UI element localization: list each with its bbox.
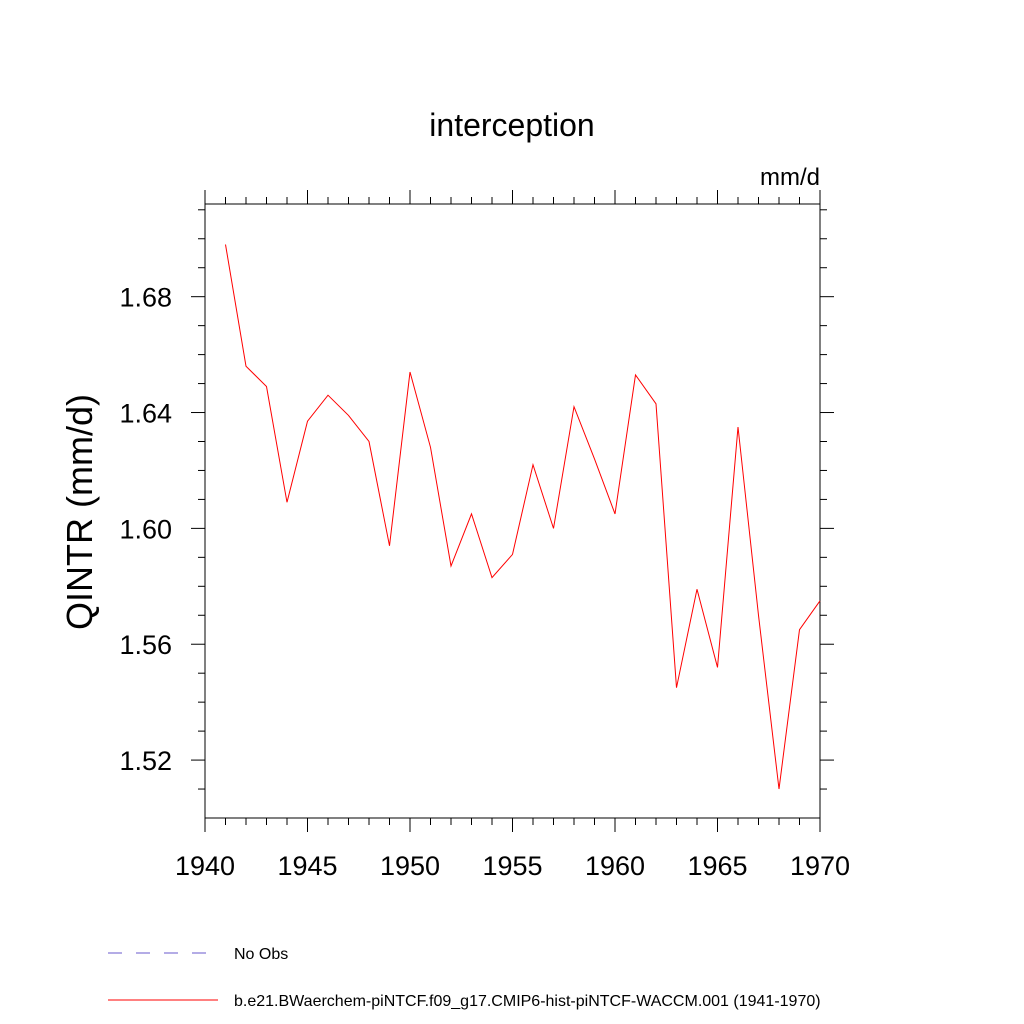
x-tick-label: 1970 <box>790 851 850 881</box>
legend-label: b.e21.BWaerchem-piNTCF.f09_g17.CMIP6-his… <box>234 993 821 1010</box>
axis-ticks <box>191 190 834 832</box>
legend: No Obs b.e21.BWaerchem-piNTCF.f09_g17.CMI… <box>108 946 821 1010</box>
x-tick-label: 1940 <box>175 851 235 881</box>
y-axis-label: QINTR (mm/d) <box>59 394 100 630</box>
y-tick-labels: 1.52 1.56 1.60 1.64 1.68 <box>119 283 172 776</box>
units-label: mm/d <box>760 164 820 191</box>
x-tick-label: 1960 <box>585 851 645 881</box>
legend-label: No Obs <box>234 946 288 963</box>
x-tick-label: 1955 <box>482 851 542 881</box>
x-tick-labels: 1940 1945 1950 1955 1960 1965 1970 <box>175 851 850 881</box>
y-tick-label: 1.56 <box>119 630 172 660</box>
x-tick-label: 1945 <box>277 851 337 881</box>
y-tick-label: 1.60 <box>119 514 172 544</box>
y-tick-label: 1.68 <box>119 283 172 313</box>
y-tick-label: 1.52 <box>119 746 172 776</box>
chart-title: interception <box>429 107 594 143</box>
series-layer <box>225 244 821 790</box>
series-line <box>225 244 821 790</box>
plot-frame <box>204 203 821 819</box>
y-tick-label: 1.64 <box>119 399 172 429</box>
x-tick-label: 1950 <box>380 851 440 881</box>
x-tick-label: 1965 <box>687 851 747 881</box>
